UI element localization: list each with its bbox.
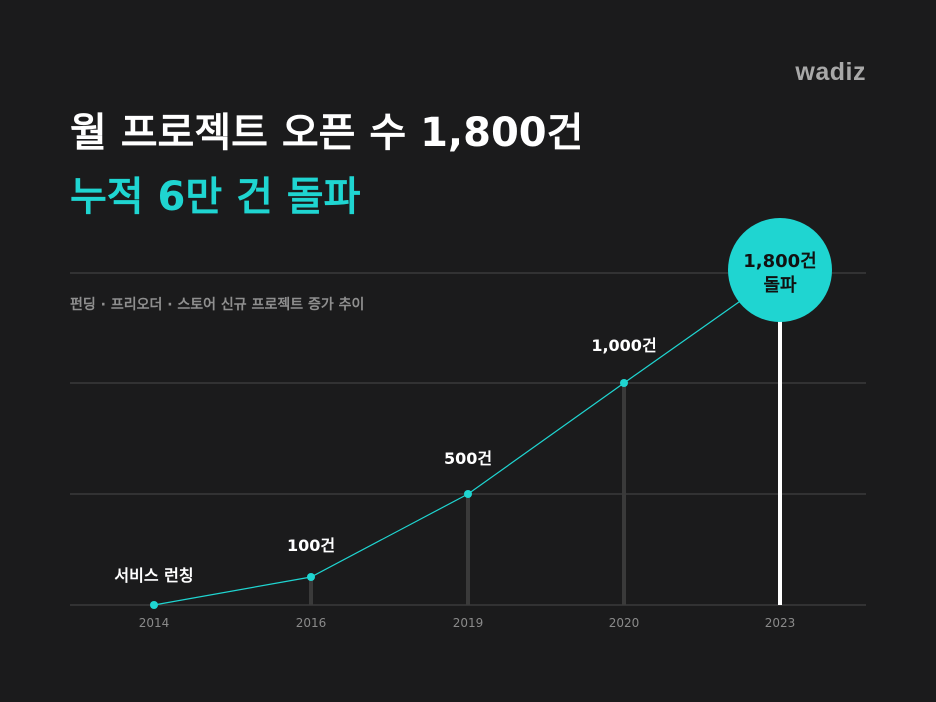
x-tick-label: 2020 bbox=[609, 616, 640, 630]
highlight-badge-label: 1,800건 bbox=[743, 251, 817, 272]
data-point bbox=[150, 601, 158, 609]
page-highlight-title: 누적 6만 건 돌파 bbox=[70, 174, 361, 220]
data-label: 1,000건 bbox=[591, 336, 656, 355]
data-label: 500건 bbox=[444, 449, 492, 468]
data-point bbox=[464, 490, 472, 498]
chart-subtitle: 펀딩 · 프리오더 · 스토어 신규 프로젝트 증가 추이 bbox=[70, 297, 365, 313]
x-tick-label: 2016 bbox=[296, 616, 327, 630]
data-point bbox=[620, 379, 628, 387]
data-label: 100건 bbox=[287, 536, 335, 555]
x-tick-label: 2023 bbox=[765, 616, 796, 630]
stems bbox=[309, 273, 782, 605]
x-tick-labels: 2014 2016 2019 2020 2023 bbox=[139, 616, 796, 630]
page-title: 월 프로젝트 오픈 수 1,800건 bbox=[70, 110, 584, 156]
data-point bbox=[307, 573, 315, 581]
data-labels: 서비스 런칭 100건 500건 1,000건 bbox=[114, 336, 656, 585]
x-tick-label: 2019 bbox=[453, 616, 484, 630]
wadiz-logo: wadiz bbox=[795, 58, 866, 86]
x-tick-label: 2014 bbox=[139, 616, 170, 630]
data-points bbox=[150, 379, 628, 609]
highlight-badge-circle bbox=[728, 218, 832, 322]
highlight-badge-label: 돌파 bbox=[763, 275, 797, 296]
data-label: 서비스 런칭 bbox=[114, 566, 193, 585]
